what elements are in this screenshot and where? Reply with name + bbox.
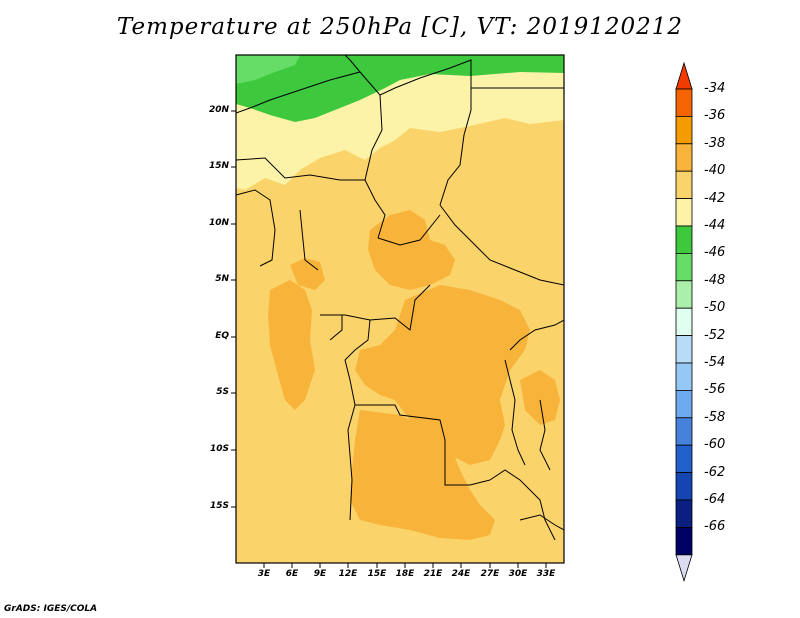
lon-label-33e: 33E — [536, 569, 556, 579]
colorbar-swatch — [675, 198, 693, 227]
lon-label-6e: 6E — [285, 569, 299, 579]
colorbar-swatch — [675, 362, 693, 391]
colorbar-label: -60 — [704, 437, 726, 453]
colorbar-swatch — [675, 444, 693, 474]
colorbar-label: -56 — [704, 382, 726, 398]
temperature-field — [236, 55, 564, 563]
lon-label-27e: 27E — [480, 569, 500, 579]
field-north-lightgreen — [236, 55, 300, 84]
plot-frame — [235, 54, 565, 564]
field-east-blob — [520, 370, 560, 425]
colorbar-top-arrow — [675, 61, 693, 90]
colorbar-swatch — [675, 170, 693, 199]
field-westcoast-blob — [268, 280, 315, 410]
colorbar-label: -54 — [704, 355, 726, 370]
colorbar-label: -46 — [704, 245, 726, 261]
colorbar-label: -66 — [704, 519, 726, 535]
lon-label-12e: 12E — [338, 569, 358, 579]
colorbar-swatch — [675, 499, 693, 528]
colorbar-label: -40 — [704, 163, 726, 179]
colorbar-swatch — [675, 307, 693, 337]
colorbar-swatch — [675, 527, 693, 556]
colorbar-swatch — [675, 116, 693, 145]
lon-label-15e: 15E — [367, 569, 387, 579]
lat-label-10n: 10N — [208, 218, 229, 228]
colorbar-swatch — [675, 252, 693, 282]
lon-label-24e: 24E — [451, 569, 471, 579]
colorbar-label: -36 — [704, 108, 726, 124]
lon-label-18e: 18E — [395, 569, 415, 579]
field-north-green — [236, 55, 564, 122]
field-south-blob — [350, 410, 495, 540]
colorbar-swatch — [675, 335, 693, 364]
lon-label-9e: 9E — [313, 569, 327, 579]
field-central-blob — [355, 285, 530, 465]
credit-text: GrADS: IGES/COLA — [4, 604, 98, 614]
lat-label-15s: 15S — [209, 501, 229, 511]
colorbar-swatch — [675, 143, 693, 172]
lat-label-5n: 5N — [215, 274, 229, 284]
lat-label-20n: 20N — [208, 105, 229, 115]
colorbar-label: -62 — [704, 464, 726, 480]
axis-ticks — [231, 110, 547, 568]
lon-label-21e: 21E — [423, 569, 443, 579]
colorbar-swatch — [675, 472, 693, 501]
colorbar-swatch — [675, 280, 693, 309]
colorbar-label: -34 — [704, 81, 726, 96]
lat-label-10s: 10S — [209, 444, 229, 454]
colorbar-swatch — [675, 88, 693, 117]
lat-label-15n: 15N — [208, 161, 229, 171]
colorbar-bottom-arrow — [675, 554, 693, 583]
colorbar-label: -38 — [704, 135, 726, 151]
colorbar-label: -58 — [704, 409, 726, 425]
lon-label-30e: 30E — [508, 569, 528, 579]
colorbar-label: -44 — [704, 218, 726, 233]
colorbar-label: -52 — [704, 327, 726, 343]
colorbar-swatch — [675, 225, 693, 254]
country-borders — [236, 55, 564, 541]
colorbar-label: -48 — [704, 272, 726, 288]
colorbar-label: -42 — [704, 190, 726, 206]
colorbar-label: -64 — [704, 492, 726, 507]
colorbar-swatch — [675, 389, 693, 419]
colorbar-swatch — [675, 417, 693, 446]
field-car-blob — [368, 210, 455, 290]
colorbar — [675, 61, 693, 583]
colorbar-label: -50 — [704, 300, 726, 316]
lat-label-eq: EQ — [215, 331, 229, 341]
chart-title: Temperature at 250hPa [C], VT: 201912021… — [116, 14, 684, 40]
lat-label-5s: 5S — [216, 387, 229, 397]
field-cameroon-blob — [290, 258, 325, 290]
lon-label-3e: 3E — [257, 569, 271, 579]
